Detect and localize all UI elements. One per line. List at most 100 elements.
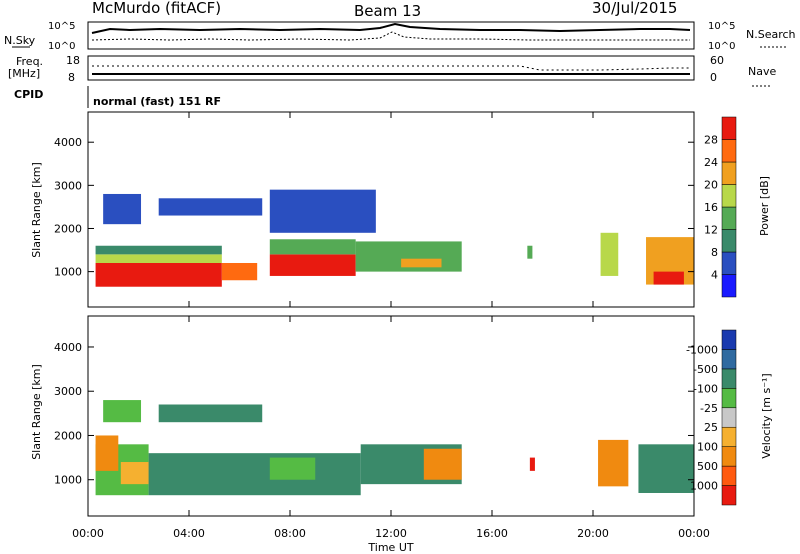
nsky-tick-high: 10^5 — [48, 21, 75, 32]
power-colorbar-tick-6: 28 — [704, 134, 718, 147]
velocity-y-ticks: 1000 2000 3000 4000 — [54, 341, 694, 487]
power-colorbar-swatch-5 — [721, 161, 737, 185]
velocity-region-2 — [120, 462, 152, 485]
power-colorbar-swatch-1 — [721, 251, 737, 275]
velocity-region-10 — [158, 404, 263, 423]
nave-label: Nave — [748, 65, 776, 78]
date-title: 30/Jul/2015 — [592, 0, 677, 17]
power-colorbar-tick-5: 24 — [704, 156, 718, 169]
power-y-ticks: 1000 2000 3000 4000 — [54, 136, 694, 279]
power-panel: 1000 2000 3000 4000 Slant Range [km] 4 8 12 16… — [30, 111, 771, 308]
nsky-trace — [91, 22, 691, 34]
power-heatmap — [95, 189, 694, 287]
velocity-colorbar-tick-0: 1000 — [690, 480, 718, 493]
power-colorbar-swatch-4 — [721, 184, 737, 208]
power-colorbar-label: Power [dB] — [758, 176, 771, 236]
nave-tick-low: 0 — [710, 71, 717, 84]
cpid-text: normal (fast) 151 RF — [93, 95, 221, 108]
freq-tick-high: 18 — [66, 54, 80, 67]
velocity-region-4 — [269, 457, 316, 480]
velocity-panel: 1000 2000 3000 4000 Slant Range [km] 1000 50… — [30, 315, 773, 517]
nsky-right-high: 10^5 — [708, 21, 735, 32]
nsky-right-low: 10^0 — [708, 41, 735, 52]
velocity-ytick-label-1: 2000 — [54, 429, 82, 442]
power-colorbar-tick-4: 20 — [704, 179, 718, 192]
velocity-region-3 — [148, 453, 361, 496]
velocity-colorbar-tick-3: 25 — [704, 421, 718, 434]
nsky-panel-frame — [87, 21, 695, 50]
velocity-x-ticks — [87, 316, 695, 516]
velocity-colorbar-tick-2: 100 — [697, 441, 718, 454]
power-colorbar-tick-3: 16 — [704, 201, 718, 214]
power-region-7 — [401, 258, 442, 268]
velocity-region-1 — [95, 435, 119, 471]
velocity-region-7 — [529, 457, 535, 471]
nsearch-trace — [91, 31, 690, 41]
x-tick-label-0: 00:00 — [72, 527, 104, 540]
velocity-ytick-label-3: 4000 — [54, 341, 82, 354]
power-ytick-label-0: 1000 — [54, 266, 82, 279]
velocity-colorbar-swatch-2 — [721, 446, 737, 467]
freq-panel-frame — [87, 55, 695, 81]
x-tick-label-4: 16:00 — [476, 527, 508, 540]
power-region-14 — [653, 271, 684, 285]
power-colorbar-tick-2: 12 — [704, 224, 718, 237]
x-tick-label-5: 20:00 — [577, 527, 609, 540]
power-region-4 — [269, 254, 356, 276]
freq-unit: [MHz] — [8, 67, 40, 80]
velocity-colorbar-tick-5: -100 — [693, 382, 718, 395]
velocity-colorbar-label: Velocity [m s⁻¹] — [760, 373, 773, 458]
velocity-region-9 — [638, 444, 694, 493]
x-tick-label-1: 04:00 — [173, 527, 205, 540]
beam-title: Beam 13 — [354, 2, 421, 20]
freq-label: Freq. — [16, 55, 43, 68]
power-colorbar: 4 8 12 16 20 24 28 — [704, 116, 737, 298]
velocity-ytick-label-0: 1000 — [54, 474, 82, 487]
x-tick-label-3: 12:00 — [375, 527, 407, 540]
velocity-colorbar-swatch-0 — [721, 485, 737, 506]
velocity-colorbar-swatch-5 — [721, 388, 737, 409]
power-colorbar-swatch-2 — [721, 229, 737, 253]
power-region-9 — [158, 198, 263, 216]
power-ytick-label-3: 4000 — [54, 136, 82, 149]
power-x-ticks — [87, 112, 695, 307]
power-colorbar-swatch-0 — [721, 274, 737, 298]
velocity-colorbar-tick-4: -25 — [700, 402, 718, 415]
power-region-2 — [95, 245, 222, 255]
velocity-colorbar-swatch-3 — [721, 426, 737, 447]
nave-tick-high: 60 — [710, 54, 724, 67]
power-colorbar-swatch-6 — [721, 139, 737, 163]
power-ylabel: Slant Range [km] — [30, 162, 43, 258]
velocity-heatmap — [95, 400, 694, 496]
nave-trace — [92, 65, 690, 71]
velocity-colorbar-swatch-4 — [721, 407, 737, 428]
nsky-label: N.Sky — [4, 34, 36, 47]
velocity-colorbar-swatch-6 — [721, 368, 737, 389]
power-colorbar-swatch-3 — [721, 206, 737, 230]
time-axis-labels: 00:00 04:00 08:00 12:00 16:00 20:00 00:00 — [72, 527, 710, 540]
power-region-10 — [269, 189, 376, 233]
velocity-region-8 — [598, 439, 629, 487]
velocity-colorbar-swatch-8 — [721, 329, 737, 350]
velocity-colorbar-swatch-7 — [721, 349, 737, 370]
power-region-1 — [95, 254, 222, 263]
station-title: McMurdo (fitACF) — [92, 0, 221, 17]
power-colorbar-swatch-7 — [721, 116, 737, 140]
velocity-ylabel: Slant Range [km] — [30, 364, 43, 460]
nsky-tick-low: 10^0 — [48, 41, 75, 52]
freq-tick-low: 8 — [68, 71, 75, 84]
nsearch-label: N.Search — [746, 28, 796, 41]
velocity-colorbar-swatch-1 — [721, 465, 737, 486]
cpid-label: CPID — [14, 88, 43, 101]
power-region-3 — [221, 262, 258, 281]
power-ytick-label-2: 3000 — [54, 179, 82, 192]
velocity-colorbar-tick-6: -500 — [693, 363, 718, 376]
velocity-region-6 — [423, 448, 462, 480]
power-colorbar-tick-1: 8 — [711, 246, 718, 259]
power-region-0 — [95, 262, 222, 287]
velocity-ytick-label-2: 3000 — [54, 385, 82, 398]
velocity-colorbar: 1000 500 100 25 -25 -100 -500 -1000 — [686, 329, 737, 506]
power-region-12 — [600, 232, 619, 276]
power-region-11 — [527, 245, 533, 259]
